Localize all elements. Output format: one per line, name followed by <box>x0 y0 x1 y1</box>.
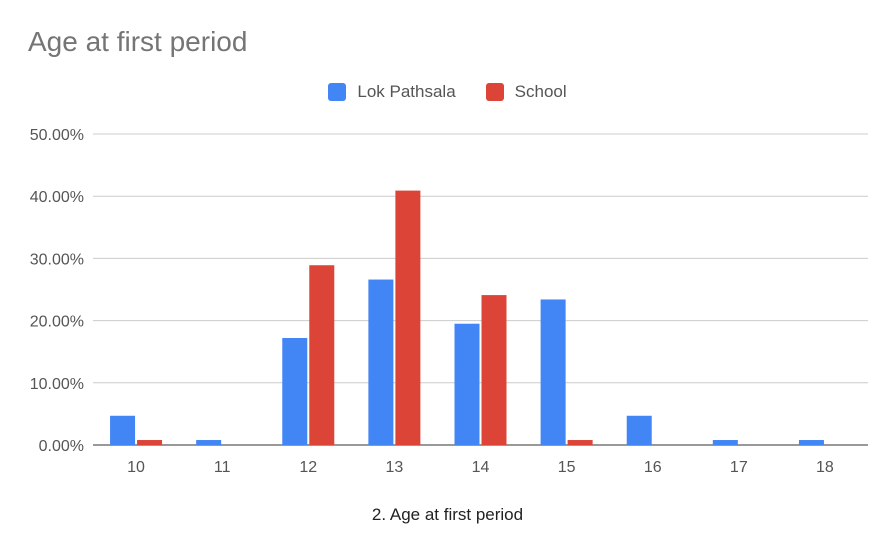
x-axis-title: 2. Age at first period <box>371 505 524 524</box>
x-tick-label: 13 <box>385 459 403 476</box>
bar-lok-pathsala <box>712 440 738 445</box>
legend-swatch-series-0 <box>328 83 347 101</box>
bar-lok-pathsala <box>798 440 824 445</box>
legend-item-series-0[interactable]: Lok Pathsala <box>328 82 456 102</box>
x-tick-label: 16 <box>644 459 662 476</box>
x-tick-label: 15 <box>558 459 576 476</box>
x-tick-label: 14 <box>472 459 490 476</box>
bar-lok-pathsala <box>626 415 652 445</box>
x-tick-label: 10 <box>127 459 145 476</box>
legend: Lok Pathsala School <box>0 82 895 102</box>
legend-item-series-1[interactable]: School <box>485 82 567 102</box>
y-tick-label: 0.00% <box>39 438 84 455</box>
bar-lok-pathsala <box>196 440 222 445</box>
chart-title: Age at first period <box>28 26 248 57</box>
bar-school <box>395 190 421 445</box>
legend-label-series-1: School <box>514 82 567 101</box>
x-tick-label: 18 <box>816 459 834 476</box>
bar-lok-pathsala <box>454 323 480 445</box>
y-tick-label: 30.00% <box>30 251 84 268</box>
legend-swatch-series-1 <box>485 83 504 101</box>
y-tick-label: 10.00% <box>30 376 84 393</box>
x-tick-label: 17 <box>730 459 748 476</box>
bar-school <box>309 265 335 445</box>
legend-label-series-0: Lok Pathsala <box>357 82 456 101</box>
bar-school <box>137 440 163 445</box>
bar-lok-pathsala <box>110 415 136 445</box>
y-tick-label: 20.00% <box>30 314 84 331</box>
y-tick-label: 50.00% <box>30 127 84 144</box>
x-tick-label: 11 <box>214 459 231 476</box>
bar-lok-pathsala <box>282 338 308 445</box>
x-tick-label: 12 <box>299 459 317 476</box>
bar-lok-pathsala <box>540 299 566 445</box>
y-tick-label: 40.00% <box>30 189 84 206</box>
bar-school <box>481 295 507 445</box>
bar-lok-pathsala <box>368 279 394 445</box>
bar-school <box>567 440 593 445</box>
